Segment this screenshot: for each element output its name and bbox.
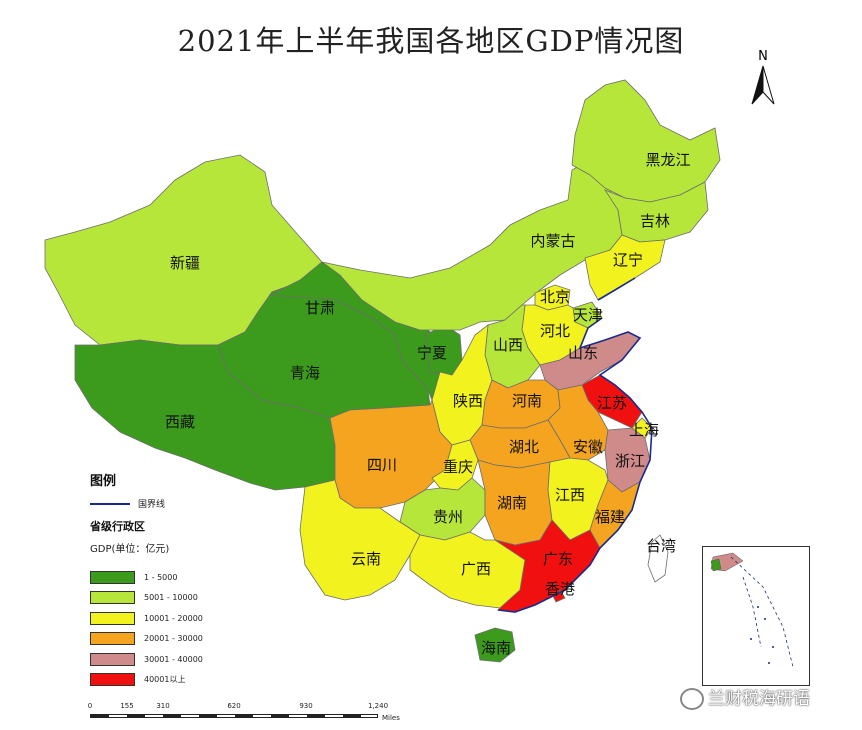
north-arrow: N — [748, 48, 778, 108]
province-region — [474, 627, 516, 663]
province-label: 广西 — [461, 560, 491, 578]
watermark: 兰财税海研语 — [680, 684, 810, 710]
legend-items: 1 - 5000 5001 - 10000 10001 - 20000 20001 -… — [90, 567, 280, 690]
legend-swatch — [90, 673, 135, 687]
province-region — [647, 534, 669, 583]
province-label: 吉林 — [640, 212, 670, 230]
province-label: 甘肃 — [305, 299, 335, 317]
scale-tick: 0 — [87, 702, 93, 710]
inset-map — [710, 552, 794, 668]
province-label: 四川 — [367, 456, 397, 474]
legend-item: 30001 - 40000 — [90, 649, 280, 670]
south-china-sea-inset — [702, 546, 810, 686]
legend-subtitle: 省级行政区 — [90, 520, 145, 533]
coastline — [497, 277, 653, 613]
legend-item: 1 - 5000 — [90, 567, 280, 588]
watermark-text: 兰财税海研语 — [708, 689, 810, 709]
legend-item-label: 1 - 5000 — [144, 572, 178, 582]
legend-title: 图例 — [90, 474, 117, 489]
province-label: 陕西 — [453, 392, 483, 410]
legend-item-label: 30001 - 40000 — [144, 654, 203, 664]
province-region — [551, 589, 566, 603]
province-label: 内蒙古 — [530, 232, 575, 250]
province-label: 江西 — [555, 486, 585, 504]
map-title: 2021年上半年我国各地区GDP情况图 — [177, 24, 685, 58]
wechat-icon — [680, 688, 704, 710]
legend-item: 5001 - 10000 — [90, 588, 280, 609]
province-region — [584, 234, 666, 301]
scale-tick: 155 — [120, 702, 134, 710]
legend-swatch — [90, 652, 135, 666]
legend-unit: GDP(单位：亿元) — [90, 544, 170, 555]
province-label: 黑龙江 — [645, 151, 690, 169]
province-label: 台湾 — [646, 537, 676, 555]
inset-dash-line-2 — [742, 576, 762, 648]
province-label: 湖南 — [497, 494, 527, 512]
legend-item: 40001以上 — [90, 670, 280, 691]
province-label: 贵州 — [433, 508, 463, 526]
legend-item: 10001 - 20000 — [90, 608, 280, 629]
scale-ticks: 0 155 310 620 930 1,240 — [87, 702, 420, 712]
inset-hainan — [710, 558, 722, 572]
legend-item-label: 20001 - 30000 — [144, 634, 203, 644]
province-label: 江苏 — [597, 394, 627, 412]
inset-island — [768, 662, 770, 664]
scale-tick: 1,240 — [367, 702, 389, 710]
province-label: 西藏 — [165, 413, 195, 431]
legend-item: 20001 - 30000 — [90, 629, 280, 650]
province-label: 山西 — [493, 336, 523, 354]
province-label: 浙江 — [615, 452, 645, 470]
province-label: 海南 — [481, 639, 511, 657]
inset-dash-line-1 — [730, 556, 794, 668]
province-label: 北京 — [540, 288, 570, 306]
province-label: 上海 — [629, 421, 659, 439]
province-label: 重庆 — [443, 458, 473, 476]
inset-island — [757, 606, 759, 608]
inset-island — [750, 638, 752, 640]
province-region — [571, 79, 721, 203]
province-label: 山东 — [568, 344, 598, 362]
border-line-icon — [90, 502, 130, 505]
scale-bar: 0 155 310 620 930 1,240 Miles — [87, 702, 420, 730]
legend-swatch — [90, 611, 135, 625]
inset-island — [772, 646, 774, 648]
province-label: 新疆 — [170, 254, 200, 272]
scale-bar-graphic — [90, 714, 378, 718]
north-label: N — [758, 49, 768, 64]
province-region — [547, 384, 609, 461]
province-label: 香港 — [545, 580, 575, 598]
scale-unit: Miles — [382, 714, 400, 722]
inset-island — [764, 618, 766, 620]
scale-tick: 620 — [227, 702, 241, 710]
legend-item-label: 40001以上 — [144, 675, 186, 685]
legend-swatch — [90, 591, 135, 605]
north-arrow-icon: N — [751, 49, 775, 105]
province-region — [603, 181, 709, 243]
legend-item-label: 5001 - 10000 — [144, 593, 198, 603]
province-label: 辽宁 — [613, 251, 643, 269]
scale-tick: 930 — [299, 702, 313, 710]
province-label: 广东 — [543, 550, 573, 568]
province-label: 福建 — [595, 508, 625, 526]
province-label: 宁夏 — [417, 344, 447, 362]
legend-swatch — [90, 570, 135, 584]
legend-item-label: 10001 - 20000 — [144, 613, 203, 623]
province-label: 青海 — [290, 364, 320, 382]
province-label: 河北 — [540, 322, 570, 340]
province-label: 天津 — [573, 306, 603, 324]
legend-border-row: 国界线 — [90, 497, 280, 510]
province-label: 河南 — [512, 392, 542, 410]
legend-border-label: 国界线 — [138, 500, 166, 510]
province-label: 湖北 — [509, 438, 539, 456]
map-legend: 图例 国界线 省级行政区 GDP(单位：亿元) 1 - 5000 5001 - 1… — [90, 470, 280, 690]
province-label: 云南 — [351, 550, 381, 568]
scale-tick: 310 — [156, 702, 170, 710]
province-label: 安徽 — [573, 438, 603, 456]
legend-swatch — [90, 632, 135, 646]
